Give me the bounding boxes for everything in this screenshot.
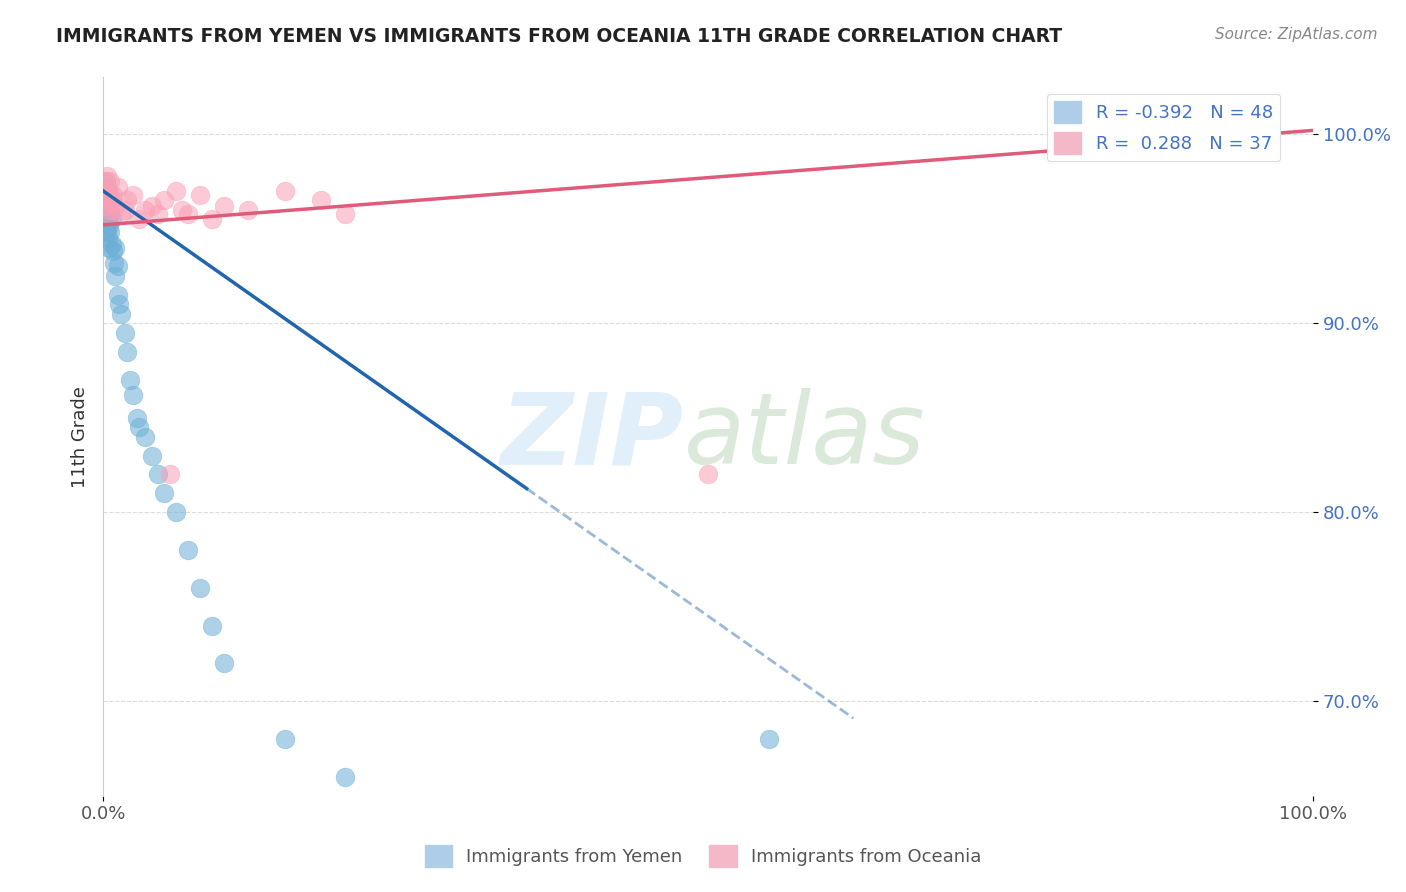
- Point: [93, 194, 115, 208]
- Point: [188, 187, 211, 202]
- Point: [98, 199, 121, 213]
- Point: [94, 187, 117, 202]
- Point: [97, 184, 120, 198]
- Point: [94, 221, 117, 235]
- Point: [128, 212, 150, 227]
- Point: [97, 231, 120, 245]
- Point: [309, 194, 332, 208]
- Point: [165, 184, 187, 198]
- Point: [93, 202, 115, 217]
- Point: [114, 326, 136, 340]
- Text: ZIP: ZIP: [501, 388, 683, 485]
- Point: [101, 187, 124, 202]
- Point: [118, 373, 141, 387]
- Point: [97, 184, 120, 198]
- Point: [152, 194, 174, 208]
- Text: atlas: atlas: [683, 388, 925, 485]
- Point: [104, 199, 127, 213]
- Point: [100, 226, 122, 240]
- Point: [94, 187, 117, 202]
- Point: [96, 202, 118, 217]
- Point: [128, 420, 150, 434]
- Point: [152, 486, 174, 500]
- Point: [98, 218, 121, 232]
- Point: [201, 212, 224, 227]
- Point: [117, 344, 139, 359]
- Point: [93, 180, 115, 194]
- Point: [110, 206, 132, 220]
- Point: [94, 174, 117, 188]
- Point: [97, 206, 120, 220]
- Point: [201, 618, 224, 632]
- Y-axis label: 11th Grade: 11th Grade: [72, 385, 89, 488]
- Point: [177, 543, 200, 558]
- Point: [96, 199, 118, 213]
- Point: [100, 206, 122, 220]
- Point: [93, 184, 115, 198]
- Point: [107, 288, 129, 302]
- Point: [122, 388, 145, 402]
- Point: [97, 206, 120, 220]
- Point: [117, 194, 139, 208]
- Point: [107, 180, 129, 194]
- Point: [93, 174, 115, 188]
- Point: [93, 194, 115, 208]
- Point: [697, 467, 720, 482]
- Point: [114, 202, 136, 217]
- Point: [104, 268, 127, 283]
- Point: [125, 410, 148, 425]
- Point: [141, 449, 163, 463]
- Point: [170, 202, 193, 217]
- Point: [96, 212, 118, 227]
- Point: [100, 236, 122, 251]
- Point: [165, 505, 187, 519]
- Point: [1181, 127, 1204, 141]
- Point: [110, 307, 132, 321]
- Point: [159, 467, 181, 482]
- Point: [134, 429, 156, 443]
- Point: [333, 770, 356, 784]
- Point: [98, 241, 121, 255]
- Point: [96, 226, 118, 240]
- Point: [146, 206, 169, 220]
- Point: [212, 199, 235, 213]
- Legend: Immigrants from Yemen, Immigrants from Oceania: Immigrants from Yemen, Immigrants from O…: [418, 838, 988, 874]
- Point: [758, 732, 780, 747]
- Point: [177, 206, 200, 220]
- Point: [107, 260, 129, 274]
- Point: [273, 732, 295, 747]
- Point: [100, 194, 122, 208]
- Point: [103, 255, 125, 269]
- Point: [333, 206, 356, 220]
- Text: IMMIGRANTS FROM YEMEN VS IMMIGRANTS FROM OCEANIA 11TH GRADE CORRELATION CHART: IMMIGRANTS FROM YEMEN VS IMMIGRANTS FROM…: [56, 27, 1063, 45]
- Point: [96, 169, 118, 183]
- Point: [104, 241, 127, 255]
- Point: [238, 202, 260, 217]
- Point: [134, 202, 156, 217]
- Legend: R = -0.392   N = 48, R =  0.288   N = 37: R = -0.392 N = 48, R = 0.288 N = 37: [1047, 94, 1279, 161]
- Point: [94, 197, 117, 211]
- Point: [94, 206, 117, 220]
- Point: [122, 187, 145, 202]
- Point: [100, 202, 122, 217]
- Point: [273, 184, 295, 198]
- Text: Source: ZipAtlas.com: Source: ZipAtlas.com: [1215, 27, 1378, 42]
- Point: [141, 199, 163, 213]
- Point: [212, 657, 235, 671]
- Point: [100, 174, 122, 188]
- Point: [188, 581, 211, 595]
- Point: [146, 467, 169, 482]
- Point: [96, 180, 118, 194]
- Point: [98, 187, 121, 202]
- Point: [108, 297, 131, 311]
- Point: [101, 244, 124, 259]
- Point: [100, 212, 122, 227]
